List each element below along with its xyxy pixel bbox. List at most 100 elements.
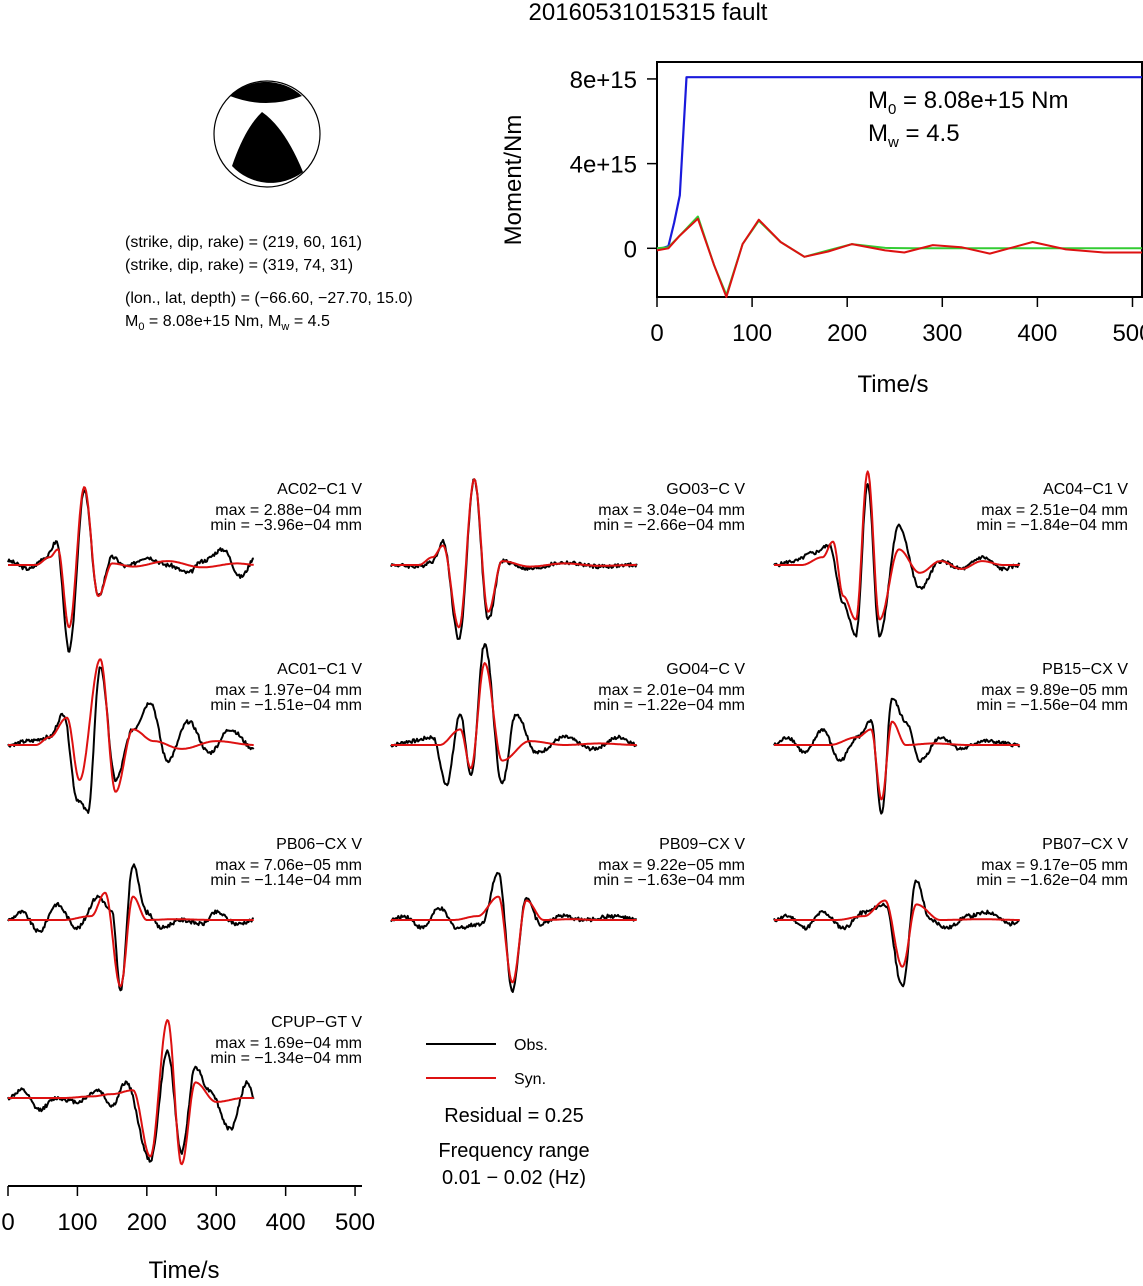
station-min: min = −2.66e−04 mm xyxy=(593,517,745,534)
observed-trace xyxy=(773,483,1021,638)
waveform-xtick-label: 100 xyxy=(57,1209,97,1236)
synthetic-trace xyxy=(774,720,1020,801)
station-max: max = 1.97e−04 mm xyxy=(215,682,362,699)
legend: Obs. Syn. Residual = 0.25 Frequency rang… xyxy=(426,1037,590,1189)
mechanism-plane-2: (strike, dip, rake) = (319, 74, 31) xyxy=(125,257,353,274)
observed-trace xyxy=(773,697,1021,815)
waveform-xtick-label: 200 xyxy=(127,1209,167,1236)
legend-syn-label: Syn. xyxy=(514,1071,546,1088)
station-min: min = −1.56e−04 mm xyxy=(976,697,1128,714)
moment-annotation-mw: Mw = 4.5 xyxy=(868,120,960,151)
station-name: GO03−C V xyxy=(666,481,745,498)
frequency-range: 0.01 − 0.02 (Hz) xyxy=(442,1167,586,1189)
synthetic-trace xyxy=(774,470,1020,621)
station-max: max = 2.51e−04 mm xyxy=(981,502,1128,519)
moment-xtick-label: 200 xyxy=(827,320,867,347)
observed-trace xyxy=(7,489,255,653)
station-min: min = −1.14e−04 mm xyxy=(210,872,362,889)
moment-xtick-label: 400 xyxy=(1017,320,1057,347)
waveform-xlabel: Time/s xyxy=(148,1257,219,1281)
station-name: CPUP−GT V xyxy=(271,1014,362,1031)
station-max: max = 2.88e−04 mm xyxy=(215,502,362,519)
station-name: PB09−CX V xyxy=(659,836,745,853)
moment-series xyxy=(656,76,1142,298)
moment-axes: 0 100 200 300 400 500 0 4e+15 8e+15 xyxy=(570,67,1143,347)
station-max: max = 7.06e−05 mm xyxy=(215,857,362,874)
station-name: AC02−C1 V xyxy=(277,481,362,498)
moment-plot-frame xyxy=(656,61,1143,298)
synthetic-trace xyxy=(774,899,1020,968)
station-min: min = −1.34e−04 mm xyxy=(210,1050,362,1067)
moment-ylabel: Moment/Nm xyxy=(500,115,527,246)
compressional-quadrant-bottom xyxy=(232,112,303,183)
moment-panel: 0 100 200 300 400 500 0 4e+15 8e+15 Moment/Nm Ti… xyxy=(500,61,1143,398)
waveform-xtick-label: 400 xyxy=(266,1209,306,1236)
observed-trace xyxy=(390,871,638,993)
moment-ytick-label: 4e+15 xyxy=(570,152,637,179)
station-max: max = 3.04e−04 mm xyxy=(598,502,745,519)
moment-xtick-label: 300 xyxy=(922,320,962,347)
waveform-xtick-label: 500 xyxy=(335,1209,375,1236)
station-min: min = −1.63e−04 mm xyxy=(593,872,745,889)
waveform-time-axis: Time/s 0 100 200 300 400 500 xyxy=(1,1185,375,1284)
station-max: max = 1.69e−04 mm xyxy=(215,1035,362,1052)
synthetic-trace xyxy=(391,895,637,984)
observed-trace xyxy=(7,1049,255,1163)
synthetic-trace xyxy=(391,478,637,629)
station-max: max = 9.22e−05 mm xyxy=(598,857,745,874)
observed-stf-line xyxy=(656,217,1142,298)
synthetic-trace xyxy=(8,486,254,629)
frequency-title: Frequency range xyxy=(438,1140,589,1162)
observed-trace xyxy=(390,643,638,787)
focal-mechanism xyxy=(213,80,321,188)
moment-ytick-label: 0 xyxy=(624,236,637,263)
station-name: PB06−CX V xyxy=(276,836,362,853)
moment-xtick-label: 500 xyxy=(1112,320,1143,347)
figure-title: 20160531015315 fault xyxy=(529,0,768,26)
station-name: AC01−C1 V xyxy=(277,661,362,678)
station-name: GO04−C V xyxy=(666,661,745,678)
observed-trace xyxy=(773,879,1020,988)
station-min: min = −1.62e−04 mm xyxy=(976,872,1128,889)
station-name: AC04−C1 V xyxy=(1043,481,1128,498)
station-max: max = 2.01e−04 mm xyxy=(598,682,745,699)
compressional-quadrant-top xyxy=(230,81,302,103)
waveform-xtick-label: 0 xyxy=(1,1209,14,1236)
station-min: min = −1.22e−04 mm xyxy=(593,697,745,714)
mechanism-text: (strike, dip, rake) = (219, 60, 161) (st… xyxy=(125,234,413,333)
station-min: min = −3.96e−04 mm xyxy=(210,517,362,534)
moment-xlabel: Time/s xyxy=(857,371,928,398)
moment-xtick-label: 100 xyxy=(732,320,772,347)
station-name: PB15−CX V xyxy=(1042,661,1128,678)
mechanism-location: (lon., lat, depth) = (−66.60, −27.70, 15… xyxy=(125,290,413,307)
moment-xtick-label: 0 xyxy=(650,320,663,347)
station-min: min = −1.84e−04 mm xyxy=(976,517,1128,534)
moment-annotation-m0: M0 = 8.08e+15 Nm xyxy=(868,87,1068,118)
residual-text: Residual = 0.25 xyxy=(444,1105,584,1127)
station-max: max = 9.89e−05 mm xyxy=(981,682,1128,699)
legend-obs-label: Obs. xyxy=(514,1037,548,1054)
synthetic-trace xyxy=(8,1019,254,1166)
synthetic-trace xyxy=(8,658,254,793)
moment-ytick-label: 8e+15 xyxy=(570,67,637,94)
synthetic-trace xyxy=(8,891,254,988)
station-max: max = 9.17e−05 mm xyxy=(981,857,1128,874)
waveform-xtick-label: 300 xyxy=(196,1209,236,1236)
synthetic-trace xyxy=(391,662,637,770)
station-min: min = −1.51e−04 mm xyxy=(210,697,362,714)
mechanism-plane-1: (strike, dip, rake) = (219, 60, 161) xyxy=(125,234,362,251)
observed-trace xyxy=(7,863,255,992)
station-name: PB07−CX V xyxy=(1042,836,1128,853)
